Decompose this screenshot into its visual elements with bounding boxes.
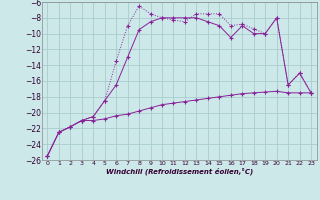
X-axis label: Windchill (Refroidissement éolien,°C): Windchill (Refroidissement éolien,°C)	[106, 167, 253, 175]
